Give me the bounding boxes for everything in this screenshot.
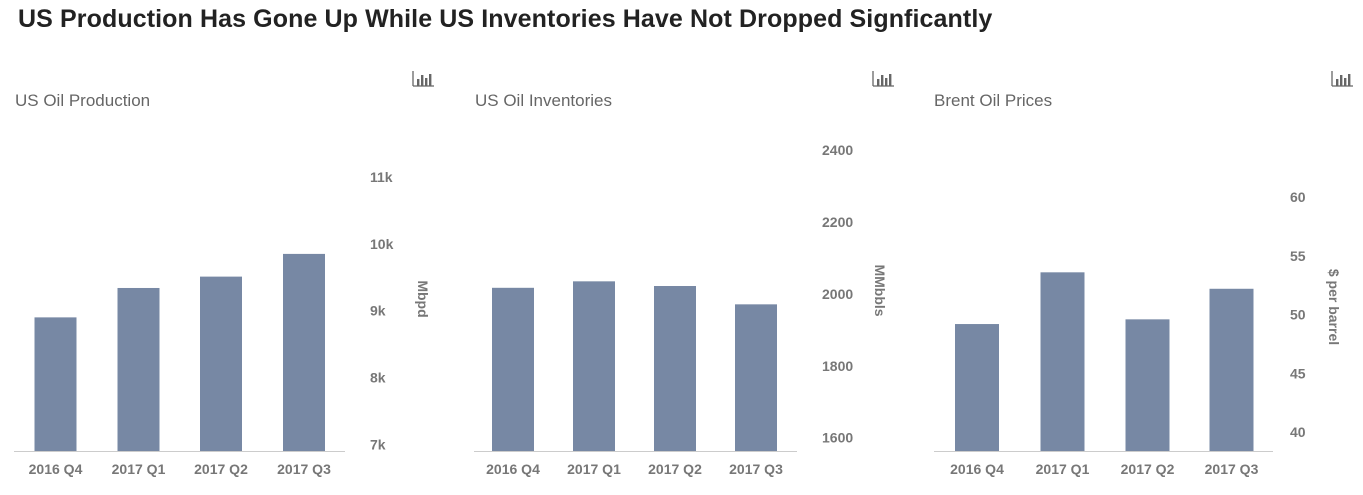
x-tick-label: 2017 Q3 [729,461,783,477]
bar-chart-menu-icon[interactable] [1330,70,1354,88]
chart-svg: 2016 Q4 2017 Q1 2017 Q2 2017 Q3 1600 1800 2000… [474,142,888,477]
y-tick-label: 7k [370,436,386,452]
x-tick-label: 2017 Q1 [567,461,621,477]
bar[interactable] [1125,319,1170,451]
x-tick-label: 2017 Q2 [648,461,702,477]
chart-panel-brent: Brent Oil Prices 2016 Q4 2017 Q1 2017 Q2 20… [920,60,1360,492]
x-tick-label: 2017 Q2 [194,461,248,477]
bar-chart-glyph [1331,71,1353,87]
y-axis-title: $ per barrel [1326,269,1342,345]
bar[interactable] [654,286,696,451]
bar[interactable] [283,253,325,451]
x-tick-label: 2017 Q1 [112,461,166,477]
y-tick-label: 45 [1290,365,1306,381]
bar-chart-glyph [872,71,894,87]
y-tick-label: 55 [1290,248,1306,264]
chart-title: US Oil Production [15,91,151,110]
bar-chart-menu-icon[interactable] [411,70,435,88]
bar[interactable] [492,287,534,451]
bar[interactable] [573,281,615,451]
chart-svg: 2016 Q4 2017 Q1 2017 Q2 2017 Q3 40 45 50 55 60 $ … [934,189,1342,477]
chart-panel-inventories: US Oil Inventories 2016 Q4 2017 Q1 2017 Q2… [460,60,920,492]
y-tick-label: 8k [370,370,386,386]
y-axis-title: Mbpd [415,280,431,317]
bar[interactable] [200,276,242,451]
x-tick-label: 2016 Q4 [950,461,1004,477]
y-tick-label: 50 [1290,307,1306,323]
bar[interactable] [955,324,999,451]
y-tick-label: 1600 [822,430,853,446]
bar[interactable] [34,317,77,451]
y-tick-label: 2400 [822,142,853,158]
page-title: US Production Has Gone Up While US Inven… [18,5,993,33]
x-tick-label: 2016 Q4 [486,461,540,477]
y-tick-label: 40 [1290,424,1306,440]
chart-title: Brent Oil Prices [934,91,1053,110]
y-tick-label: 60 [1290,189,1306,205]
x-tick-label: 2017 Q3 [1205,461,1259,477]
y-tick-label: 2200 [822,214,853,230]
bar[interactable] [735,304,777,451]
chart-panel-production: US Oil Production 2016 Q4 2017 Q1 2017 Q2 2… [0,60,460,492]
x-tick-label: 2016 Q4 [29,461,83,477]
x-tick-label: 2017 Q1 [1036,461,1090,477]
y-tick-label: 2000 [822,286,853,302]
y-axis-title: MMbbls [872,264,888,316]
y-tick-label: 9k [370,303,386,319]
bar[interactable] [117,287,160,451]
bar-chart-menu-icon[interactable] [871,70,895,88]
y-tick-label: 1800 [822,358,853,374]
bar[interactable] [1040,272,1085,451]
x-tick-label: 2017 Q2 [1121,461,1175,477]
y-tick-label: 11k [370,169,393,185]
x-tick-label: 2017 Q3 [277,461,331,477]
bar-chart-glyph [412,71,434,87]
chart-svg: 2016 Q4 2017 Q1 2017 Q2 2017 Q3 7k 8k 9k 10k 11k… [14,169,431,477]
chart-title: US Oil Inventories [475,91,612,110]
bar[interactable] [1209,288,1254,451]
y-tick-label: 10k [370,236,394,252]
